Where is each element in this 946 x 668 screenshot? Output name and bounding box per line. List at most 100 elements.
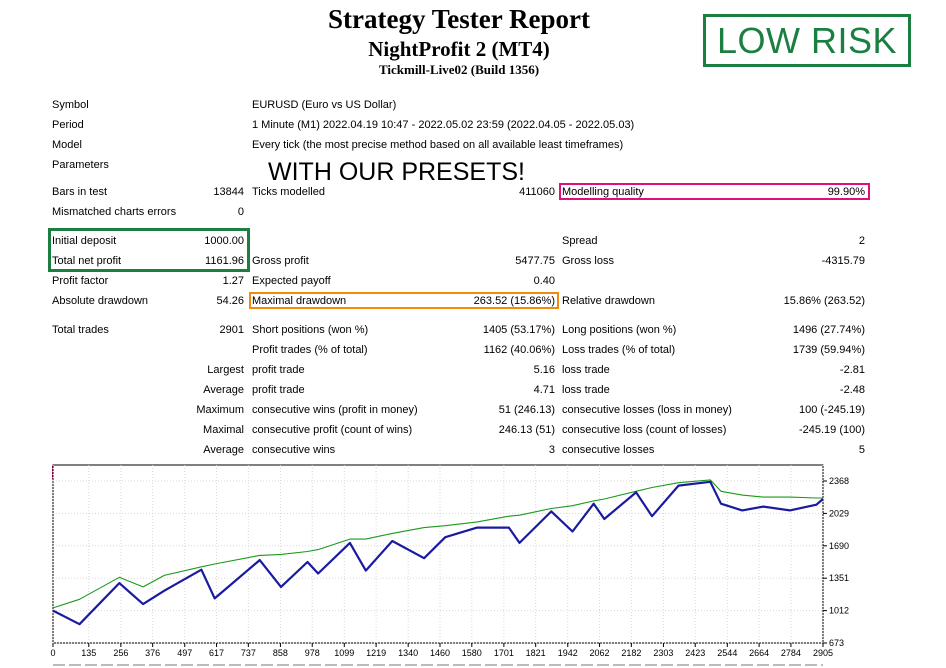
profit-factor-value: 1.27 bbox=[222, 275, 244, 287]
maxdd-highlight bbox=[249, 292, 559, 309]
ptrades-label: Profit trades (% of total) bbox=[252, 344, 368, 356]
quality-value: 99.90% bbox=[827, 186, 865, 198]
maxdd-value: 263.52 (15.86%) bbox=[473, 295, 555, 307]
spread-value: 2 bbox=[858, 235, 865, 247]
balance-series-line bbox=[52, 480, 824, 626]
x-tick-label: 497 bbox=[177, 648, 192, 658]
average-loss-label: loss trade bbox=[562, 384, 610, 396]
presets-overlay-text: WITH OUR PRESETS! bbox=[268, 158, 525, 186]
legend-description: Every tick (the most precise method base… bbox=[129, 467, 558, 477]
grossloss-value: -4315.79 bbox=[821, 255, 865, 267]
x-tick-label: 978 bbox=[305, 648, 320, 658]
absdd-value: 54.26 bbox=[216, 295, 244, 307]
max-losses-value: 100 (-245.19) bbox=[798, 404, 865, 416]
ltrades-value: 1739 (59.94%) bbox=[792, 344, 865, 356]
y-tick-label: 1690 bbox=[829, 541, 849, 551]
legend-equity: Equity bbox=[97, 467, 123, 477]
average-loss-value: -2.48 bbox=[839, 384, 865, 396]
deposit-profit-highlight bbox=[48, 228, 250, 272]
symbol-label: Symbol bbox=[52, 99, 89, 111]
server-info: Tickmill-Live02 (Build 1356) bbox=[378, 62, 540, 77]
model-value: Every tick (the most precise method base… bbox=[252, 139, 624, 151]
x-tick-label: 1821 bbox=[526, 648, 546, 658]
max-losses-label: consecutive losses (loss in money) bbox=[562, 404, 732, 416]
y-tick-label: 2368 bbox=[829, 476, 849, 486]
max-wins-label: consecutive wins (profit in money) bbox=[252, 404, 418, 416]
modelling-quality-highlight bbox=[559, 183, 870, 200]
maximal-profit-label: consecutive profit (count of wins) bbox=[252, 424, 413, 436]
y-axis-ticks: 2368 2029 1690 1351 1012 673 bbox=[823, 476, 849, 648]
x-tick-label: 2423 bbox=[685, 648, 705, 658]
x-tick-label: 2182 bbox=[621, 648, 641, 658]
x-tick-label: 376 bbox=[145, 648, 160, 658]
period-value: 1 Minute (M1) 2022.04.19 10:47 - 2022.05… bbox=[252, 119, 635, 131]
legend-balance: Balance bbox=[57, 467, 90, 477]
bars-value: 13844 bbox=[213, 186, 244, 198]
avg-wins-label: consecutive wins bbox=[252, 444, 336, 456]
average-profit-value: 4.71 bbox=[533, 384, 555, 396]
x-tick-label: 2544 bbox=[717, 648, 737, 658]
x-tick-label: 2303 bbox=[653, 648, 673, 658]
payoff-value: 0.40 bbox=[533, 275, 555, 287]
largest-profit-value: 5.16 bbox=[533, 364, 555, 376]
grossprofit-label: Gross profit bbox=[252, 255, 309, 267]
x-axis-ticks: 0 135 256 376 497 617 737 858 978 1099 1219 1340 146… bbox=[50, 643, 833, 658]
model-label: Model bbox=[52, 139, 82, 151]
ticks-value: 411060 bbox=[519, 186, 555, 198]
maximal-loss-value: -245.19 (100) bbox=[798, 424, 865, 436]
deposit-label: Initial deposit bbox=[52, 235, 117, 247]
y-tick-label: 1351 bbox=[829, 573, 849, 583]
x-tick-label: 256 bbox=[113, 648, 128, 658]
average-profit-label: profit trade bbox=[252, 384, 305, 396]
plot-frame bbox=[52, 464, 824, 644]
x-tick-label: 135 bbox=[81, 648, 96, 658]
chart-grid bbox=[52, 464, 824, 666]
avg-losses-value: 5 bbox=[858, 444, 865, 456]
report-subtitle: NightProfit 2 (MT4) bbox=[368, 37, 550, 61]
x-tick-label: 858 bbox=[273, 648, 288, 658]
maxdd-label: Maximal drawdown bbox=[252, 295, 347, 307]
spread-label: Spread bbox=[562, 235, 598, 247]
chart-legend: Balance / Equity / Every tick (the most … bbox=[52, 465, 575, 479]
absdd-label: Absolute drawdown bbox=[52, 295, 149, 307]
netprofit-value: 1161.96 bbox=[205, 255, 244, 267]
profit-factor-label: Profit factor bbox=[52, 275, 109, 287]
y-tick-label: 2029 bbox=[829, 508, 849, 518]
short-label: Short positions (won %) bbox=[252, 324, 369, 336]
deposit-value: 1000.00 bbox=[204, 235, 244, 247]
trades-label: Total trades bbox=[52, 324, 109, 336]
x-tick-label: 1580 bbox=[462, 648, 482, 658]
trades-value: 2901 bbox=[219, 324, 244, 336]
max-wins-value: 51 (246.13) bbox=[498, 404, 555, 416]
symbol-value: EURUSD (Euro vs US Dollar) bbox=[252, 99, 397, 111]
quality-label: Modelling quality bbox=[562, 186, 644, 198]
largest-loss-value: -2.81 bbox=[839, 364, 865, 376]
x-tick-label: 2664 bbox=[749, 648, 769, 658]
maximum-label: Maximum bbox=[196, 404, 244, 416]
x-tick-label: 2784 bbox=[781, 648, 801, 658]
y-tick-label: 1012 bbox=[829, 606, 849, 616]
legend-sep: / bbox=[89, 467, 98, 477]
x-tick-label: 2062 bbox=[590, 648, 610, 658]
x-tick-label: 2905 bbox=[813, 648, 833, 658]
legend-sep: / bbox=[122, 467, 130, 477]
long-label: Long positions (won %) bbox=[562, 324, 677, 336]
chart-lines bbox=[52, 479, 824, 626]
average-label: Average bbox=[203, 384, 244, 396]
report-title: Strategy Tester Report bbox=[328, 4, 590, 34]
mismatch-value: 0 bbox=[237, 206, 244, 218]
y-tick-label: 673 bbox=[829, 638, 844, 648]
maximal-label: Maximal bbox=[203, 424, 244, 436]
x-tick-label: 1460 bbox=[430, 648, 450, 658]
maximal-profit-value: 246.13 (51) bbox=[498, 424, 555, 436]
ltrades-label: Loss trades (% of total) bbox=[562, 344, 676, 356]
avg-wins-value: 3 bbox=[548, 444, 555, 456]
largest-label: Largest bbox=[207, 364, 244, 376]
short-value: 1405 (53.17%) bbox=[482, 324, 555, 336]
mismatch-label: Mismatched charts errors bbox=[52, 206, 177, 218]
low-risk-badge: LOW RISK bbox=[703, 14, 911, 67]
x-tick-label: 1219 bbox=[366, 648, 386, 658]
reldd-label: Relative drawdown bbox=[562, 295, 655, 307]
x-tick-label: 1701 bbox=[494, 648, 514, 658]
x-tick-label: 617 bbox=[209, 648, 224, 658]
